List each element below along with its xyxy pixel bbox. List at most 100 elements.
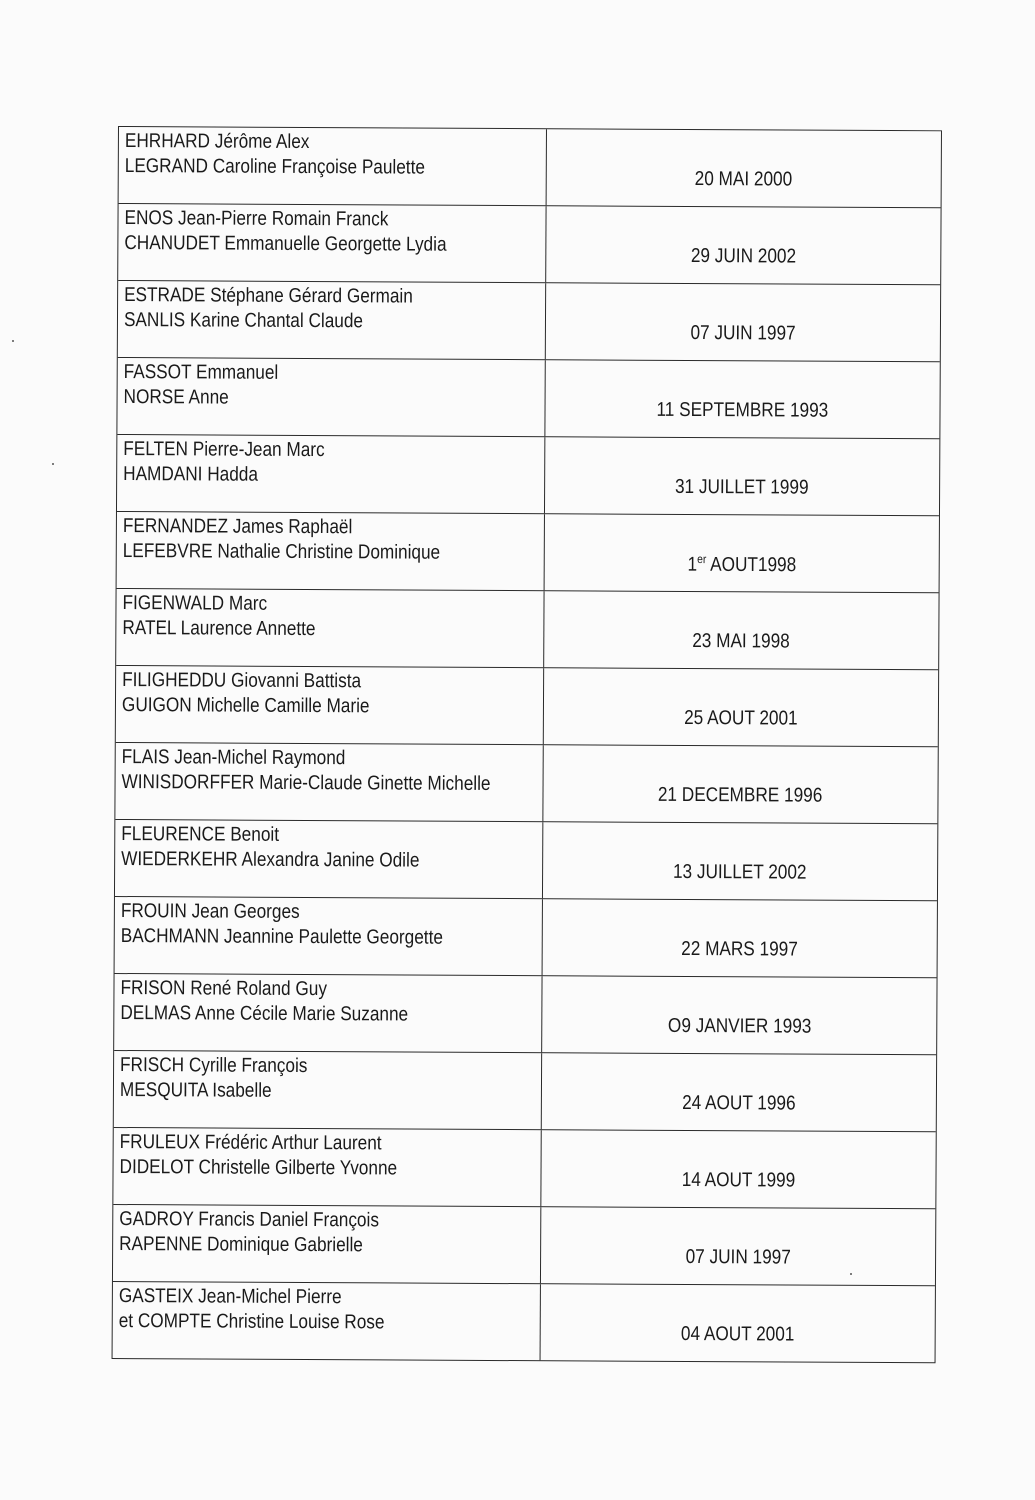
date-text: 11 SEPTEMBRE 1993 [656, 398, 829, 422]
wife-name: et COMPTE Christine Louise Rose [118, 1310, 385, 1334]
date-text: 24 AOUT 1996 [682, 1091, 796, 1115]
scan-speck [850, 1273, 852, 1275]
date-text: O9 JANVIER 1993 [667, 1014, 812, 1038]
wife-name: NORSE Anne [123, 386, 229, 409]
date-cell: 20 MAI 2000 [547, 129, 941, 207]
husband-name: FROUIN Jean Georges [120, 900, 300, 923]
names-cell: FASSOT Emmanuel NORSE Anne [117, 358, 546, 437]
names-cell: EHRHARD Jérôme Alex LEGRAND Caroline Fra… [118, 127, 547, 206]
date-text: 23 MAI 1998 [692, 629, 791, 653]
names-cell: FRULEUX Frédéric Arthur Laurent DIDELOT … [113, 1127, 542, 1207]
date-text: 04 AOUT 2001 [680, 1322, 795, 1346]
date-cell: 24 AOUT 1996 [542, 1053, 936, 1131]
names-cell: FERNANDEZ James Raphaël LEFEBVRE Nathali… [116, 511, 545, 591]
wife-name: LEFEBVRE Nathalie Christine Dominique [122, 540, 441, 564]
marriage-date: 04 AOUT 2001 [681, 1322, 795, 1346]
scan-speck [52, 463, 54, 465]
table-row: FERNANDEZ James Raphaël LEFEBVRE Nathali… [116, 511, 939, 594]
wife-name: RAPENNE Dominique Gabrielle [119, 1233, 363, 1257]
date-cell: 23 MAI 1998 [544, 591, 938, 669]
scan-speck [12, 340, 14, 342]
marriage-date: 31 JUILLET 1999 [675, 475, 809, 499]
husband-name: GADROY Francis Daniel François [119, 1208, 380, 1232]
marriage-date: 29 JUIN 2002 [691, 245, 796, 269]
date-cell: 25 AOUT 2001 [544, 668, 938, 746]
date-cell: 1er AOUT1998 [545, 514, 939, 592]
wife-name: DIDELOT Christelle Gilberte Yvonne [119, 1156, 398, 1180]
table-row: ENOS Jean-Pierre Romain Franck CHANUDET … [118, 204, 941, 286]
table-row: GASTEIX Jean-Michel Pierre et COMPTE Chr… [112, 1281, 935, 1362]
date-day: 1 [687, 553, 698, 576]
husband-name: FIGENWALD Marc [122, 592, 268, 615]
date-text: 22 MARS 1997 [681, 937, 799, 961]
wife-name: DELMAS Anne Cécile Marie Suzanne [120, 1002, 409, 1026]
date-text: 31 JUILLET 1999 [675, 475, 809, 499]
marriage-date: O9 JANVIER 1993 [668, 1014, 812, 1038]
marriage-date: 07 JUIN 1997 [690, 321, 795, 345]
wife-name: WINISDORFFER Marie-Claude Ginette Michel… [121, 771, 491, 795]
wife-name: SANLIS Karine Chantal Claude [123, 309, 364, 333]
marriage-date: 13 JUILLET 2002 [673, 860, 807, 884]
marriage-date: 1er AOUT1998 [687, 552, 796, 577]
wife-name: CHANUDET Emmanuelle Georgette Lydia [124, 232, 447, 256]
husband-name: GASTEIX Jean-Michel Pierre [118, 1285, 342, 1309]
husband-name: FELTEN Pierre-Jean Marc [123, 438, 325, 462]
names-cell: FRISON René Roland Guy DELMAS Anne Cécil… [114, 973, 543, 1053]
marriage-date: 22 MARS 1997 [681, 937, 798, 961]
wife-name: BACHMANN Jeannine Paulette Georgette [120, 925, 444, 949]
names-cell: FLEURENCE Benoit WIEDERKEHR Alexandra Ja… [114, 819, 544, 899]
date-text: 13 JUILLET 2002 [673, 860, 807, 884]
date-cell: 07 JUIN 1997 [541, 1207, 935, 1285]
date-cell: 22 MARS 1997 [543, 899, 937, 977]
husband-name: FLAIS Jean-Michel Raymond [121, 746, 346, 770]
husband-name: FRISCH Cyrille François [120, 1054, 308, 1078]
names-cell: FELTEN Pierre-Jean Marc HAMDANI Hadda [116, 435, 546, 514]
husband-name: FRISON René Roland Guy [120, 977, 328, 1001]
table-row: FRISCH Cyrille François MESQUITA Isabell… [113, 1050, 937, 1133]
husband-name: FLEURENCE Benoit [121, 823, 280, 846]
table-row: FROUIN Jean Georges BACHMANN Jeannine Pa… [114, 896, 937, 979]
husband-name: FILIGHEDDU Giovanni Battista [122, 669, 362, 693]
names-cell: ESTRADE Stéphane Gérard Germain SANLIS K… [117, 281, 547, 360]
date-cell: 13 JUILLET 2002 [543, 822, 937, 900]
table-row: FILIGHEDDU Giovanni Battista GUIGON Mich… [115, 665, 939, 748]
date-cell: 21 DECEMBRE 1996 [543, 745, 937, 823]
marriage-date: 24 AOUT 1996 [682, 1091, 796, 1115]
wife-name: MESQUITA Isabelle [119, 1079, 272, 1102]
date-cell: 29 JUIN 2002 [546, 206, 940, 284]
table-row: GADROY Francis Daniel François RAPENNE D… [112, 1204, 936, 1287]
wife-name: WIEDERKEHR Alexandra Janine Odile [121, 848, 420, 872]
table-row: FLAIS Jean-Michel Raymond WINISDORFFER M… [115, 742, 938, 825]
names-cell: FLAIS Jean-Michel Raymond WINISDORFFER M… [115, 742, 544, 822]
wife-name: LEGRAND Caroline Françoise Paulette [124, 155, 426, 179]
date-cell: 31 JUILLET 1999 [545, 437, 939, 515]
husband-name: FERNANDEZ James Raphaël [122, 515, 353, 539]
table-row: FRISON René Roland Guy DELMAS Anne Cécil… [114, 973, 937, 1056]
date-cell: 04 AOUT 2001 [541, 1284, 935, 1362]
husband-name: FRULEUX Frédéric Arthur Laurent [119, 1131, 382, 1155]
wife-name: HAMDANI Hadda [123, 463, 259, 486]
marriage-date: 23 MAI 1998 [692, 630, 790, 654]
names-cell: FILIGHEDDU Giovanni Battista GUIGON Mich… [115, 665, 545, 745]
names-cell: FRISCH Cyrille François MESQUITA Isabell… [113, 1050, 543, 1130]
names-cell: ENOS Jean-Pierre Romain Franck CHANUDET … [118, 204, 547, 283]
names-cell: FROUIN Jean Georges BACHMANN Jeannine Pa… [114, 896, 543, 976]
marriage-date: 11 SEPTEMBRE 1993 [657, 398, 829, 422]
date-rest: AOUT1998 [706, 553, 797, 576]
marriage-date: 14 AOUT 1999 [682, 1168, 796, 1192]
date-text: 25 AOUT 2001 [684, 706, 798, 730]
date-text: 21 DECEMBRE 1996 [658, 783, 823, 807]
table-row: EHRHARD Jérôme Alex LEGRAND Caroline Fra… [118, 127, 941, 209]
date-text: 29 JUIN 2002 [690, 244, 796, 268]
date-text: 07 JUIN 1997 [690, 321, 796, 345]
husband-name: ESTRADE Stéphane Gérard Germain [124, 284, 413, 308]
marriage-date: 25 AOUT 2001 [684, 706, 798, 730]
marriage-date: 07 JUIN 1997 [685, 1245, 790, 1269]
marriage-table: EHRHARD Jérôme Alex LEGRAND Caroline Fra… [111, 126, 942, 1364]
date-cell: 11 SEPTEMBRE 1993 [545, 360, 939, 438]
date-cell: 07 JUIN 1997 [546, 283, 940, 361]
names-cell: FIGENWALD Marc RATEL Laurence Annette [116, 588, 545, 668]
table-row: FRULEUX Frédéric Arthur Laurent DIDELOT … [113, 1127, 936, 1210]
date-text: 07 JUIN 1997 [685, 1245, 791, 1269]
marriage-date: 21 DECEMBRE 1996 [658, 783, 823, 807]
